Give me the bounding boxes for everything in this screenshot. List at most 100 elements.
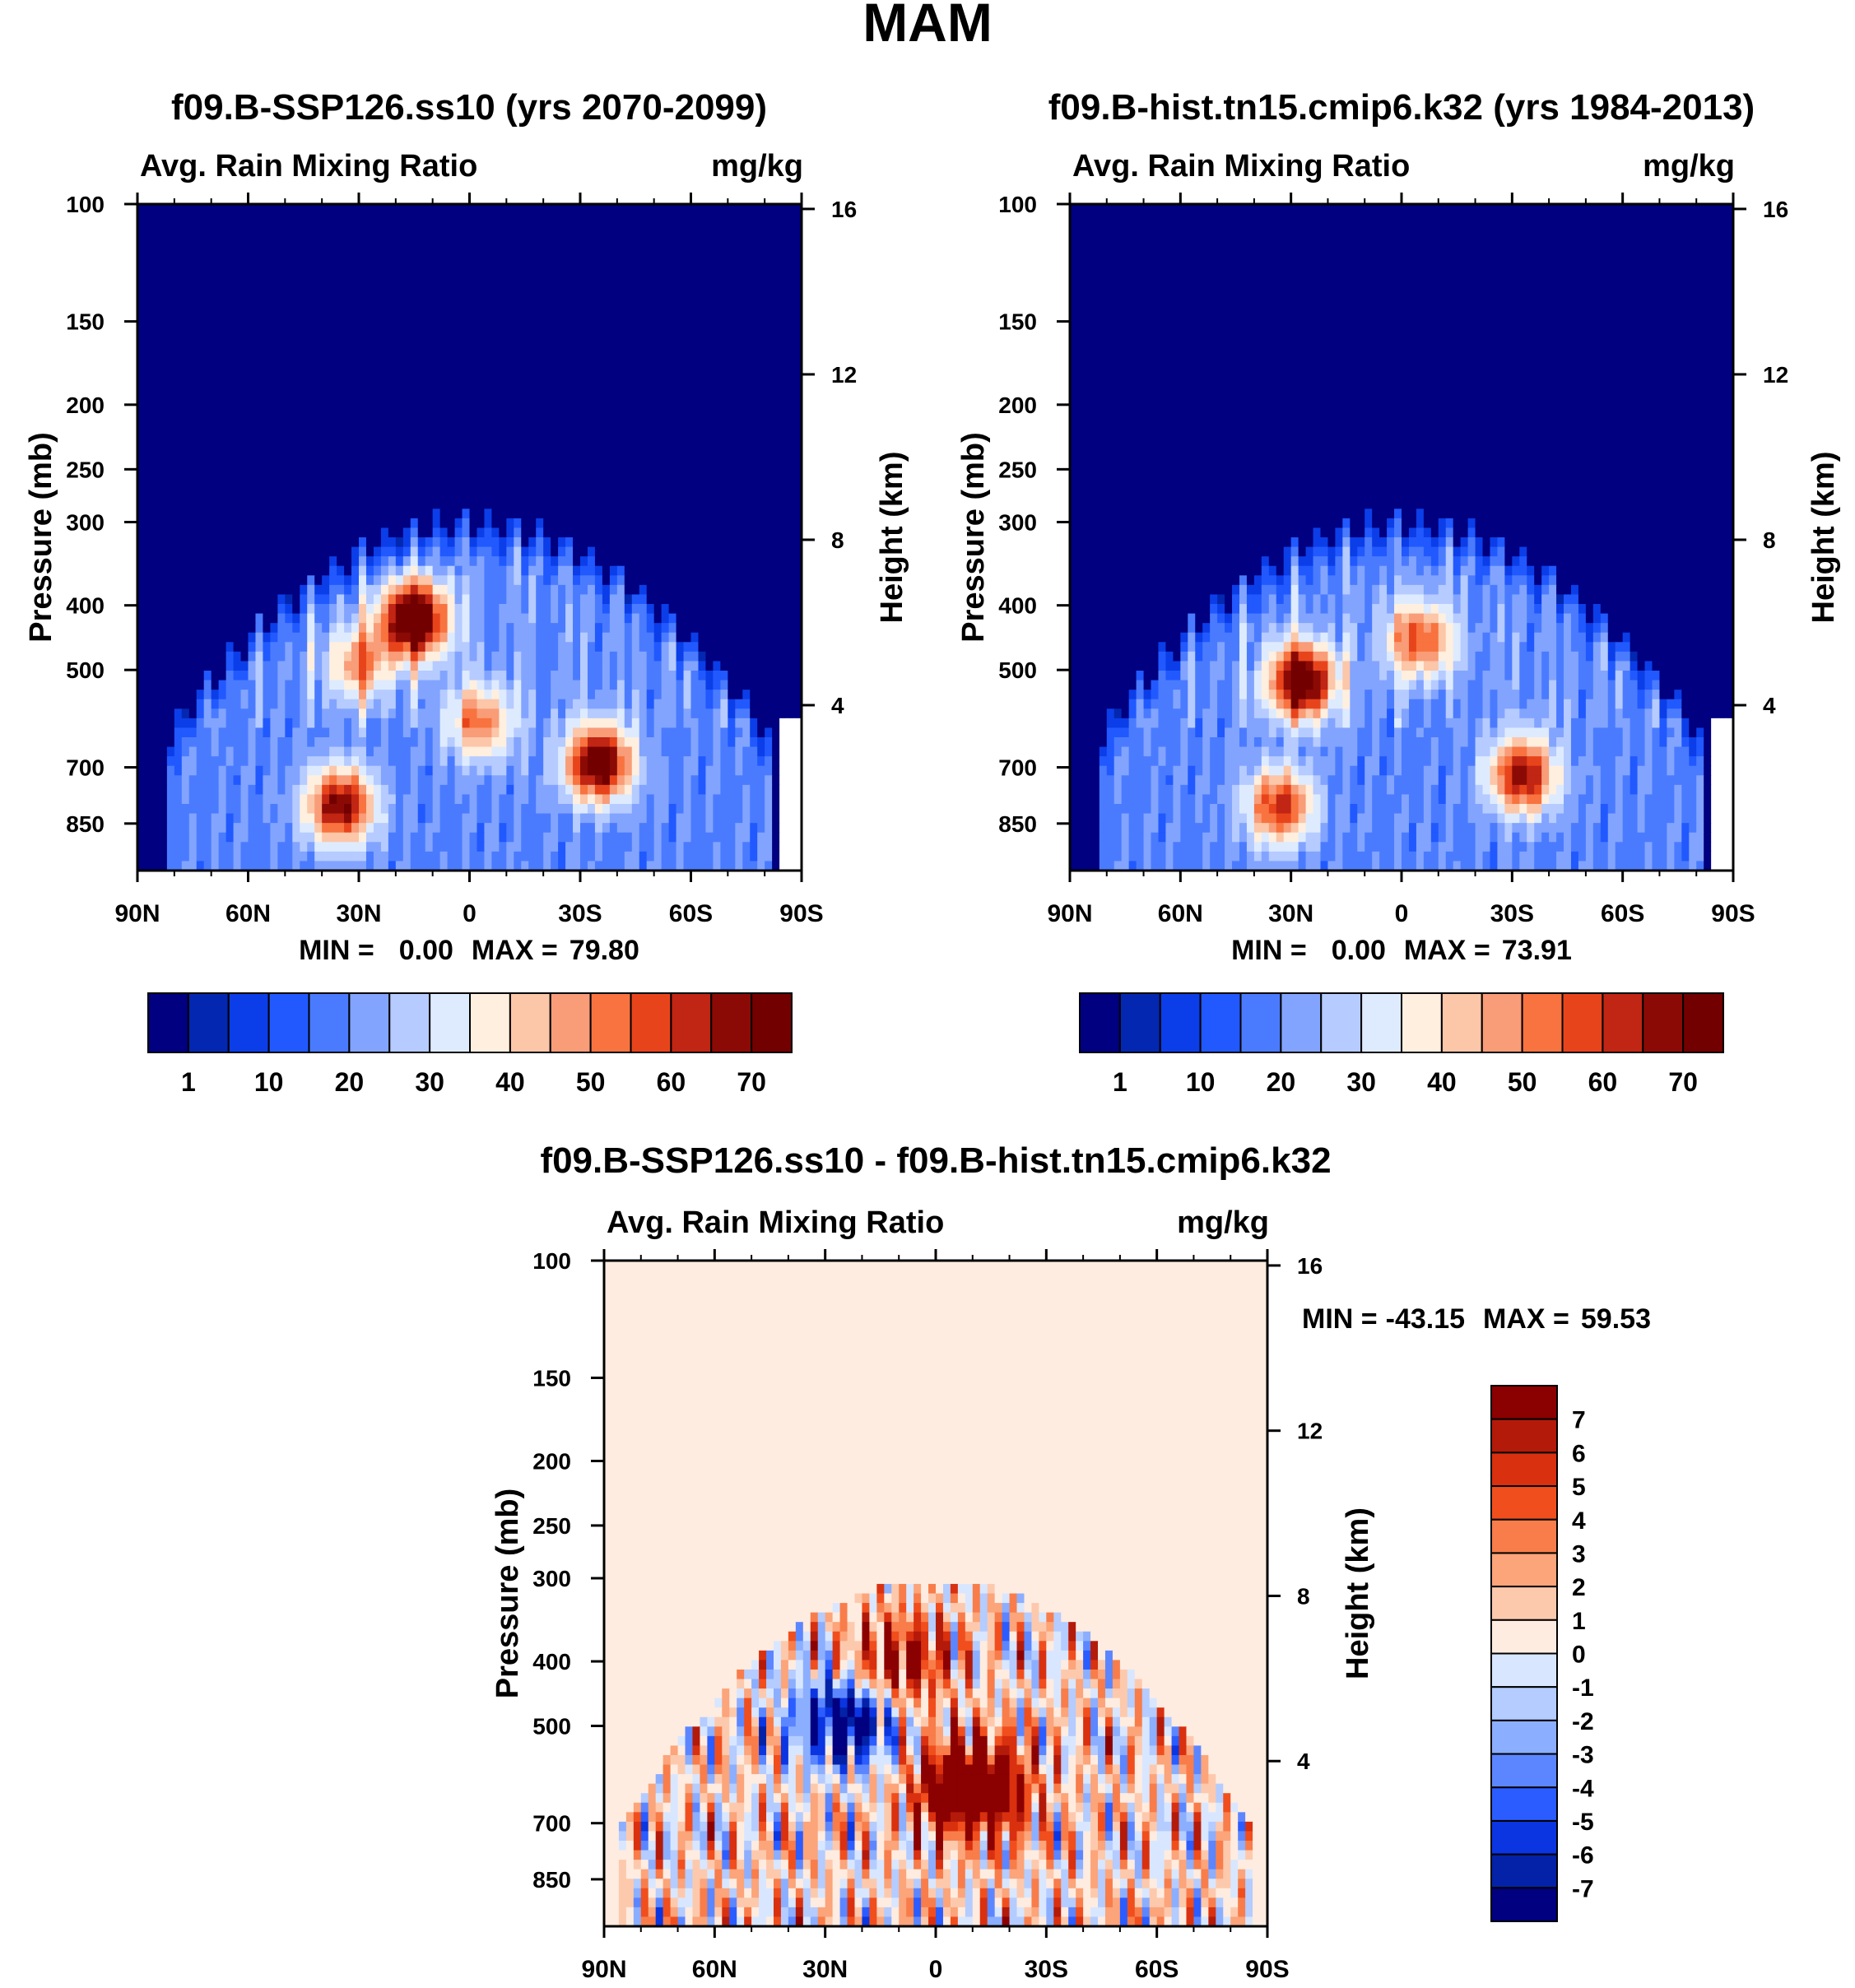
field-cell (307, 651, 315, 662)
field-cell (380, 690, 389, 700)
field-cell (417, 413, 426, 424)
field-cell (410, 509, 419, 519)
field-cell (750, 346, 758, 357)
field-cell (447, 461, 456, 471)
field-cell (713, 623, 721, 634)
field-cell (765, 565, 773, 576)
field-cell (159, 546, 168, 557)
field-cell (454, 594, 463, 605)
field-cell (631, 432, 640, 443)
field-cell (683, 299, 692, 309)
field-cell (653, 604, 662, 615)
field-cell (439, 537, 449, 548)
field-cell (558, 365, 566, 376)
field-cell (166, 337, 175, 348)
field-cell (211, 451, 220, 462)
field-cell (757, 642, 765, 653)
field-cell (203, 651, 212, 662)
field-cell (144, 413, 153, 424)
field-cell (521, 623, 529, 634)
field-cell (491, 223, 500, 234)
field-cell (794, 299, 802, 309)
field-cell (602, 356, 611, 367)
field-cell (676, 261, 685, 272)
field-cell (639, 604, 648, 615)
field-cell (794, 394, 802, 405)
field-cell (159, 708, 168, 719)
field-cell (395, 509, 404, 519)
field-cell (196, 346, 205, 357)
field-cell (514, 671, 522, 681)
field-cell (402, 461, 411, 471)
field-cell (587, 384, 596, 396)
field-cell (373, 346, 382, 357)
field-cell (653, 594, 662, 605)
field-cell (742, 490, 751, 500)
field-cell (395, 394, 404, 405)
field-cell (624, 337, 633, 348)
field-cell (616, 251, 625, 262)
field-cell (144, 604, 153, 615)
field-cell (454, 299, 463, 309)
field-cell (742, 365, 751, 376)
field-cell (565, 594, 574, 605)
field-cell (388, 299, 397, 309)
field-cell (580, 632, 588, 643)
field-cell (521, 356, 529, 367)
field-cell (365, 299, 374, 309)
field-cell (196, 727, 205, 738)
field-cell (218, 575, 227, 586)
field-cell (477, 642, 486, 653)
field-cell (159, 584, 168, 596)
field-cell (631, 242, 640, 253)
field-cell (373, 423, 382, 434)
field-cell (536, 232, 544, 243)
field-cell (263, 575, 271, 586)
field-cell (365, 584, 374, 596)
field-cell (631, 375, 640, 386)
field-cell (477, 404, 486, 415)
field-cell (624, 204, 633, 215)
field-cell (329, 490, 337, 500)
field-cell (705, 584, 714, 596)
field-cell (447, 565, 456, 576)
field-cell (698, 432, 707, 443)
field-cell (314, 365, 323, 376)
field-cell (300, 442, 308, 453)
field-cell (203, 309, 212, 319)
field-cell (188, 471, 198, 481)
field-cell (573, 461, 581, 471)
field-cell (454, 242, 463, 253)
field-cell (616, 413, 625, 424)
field-cell (690, 451, 700, 462)
field-cell (594, 356, 603, 367)
field-cell (344, 690, 352, 700)
field-cell (750, 365, 758, 376)
field-cell (631, 204, 640, 215)
field-cell (528, 490, 537, 500)
field-cell (750, 471, 758, 481)
field-cell (359, 242, 367, 253)
field-cell (536, 394, 544, 405)
field-cell (373, 690, 382, 700)
field-cell (602, 480, 611, 490)
field-cell (432, 394, 441, 405)
field-cell (484, 251, 492, 262)
field-cell (536, 337, 544, 348)
field-cell (676, 442, 685, 453)
field-cell (491, 527, 500, 538)
field-cell (454, 261, 463, 272)
field-cell (779, 413, 788, 424)
field-cell (255, 213, 264, 224)
field-cell (609, 432, 618, 443)
field-cell (668, 299, 677, 309)
field-cell (240, 490, 249, 500)
field-cell (624, 309, 633, 319)
field-cell (765, 223, 773, 234)
field-cell (536, 327, 544, 338)
field-cell (439, 413, 449, 424)
field-cell (646, 718, 655, 729)
field-cell (410, 604, 419, 615)
field-cell (491, 661, 500, 671)
field-cell (536, 490, 544, 500)
